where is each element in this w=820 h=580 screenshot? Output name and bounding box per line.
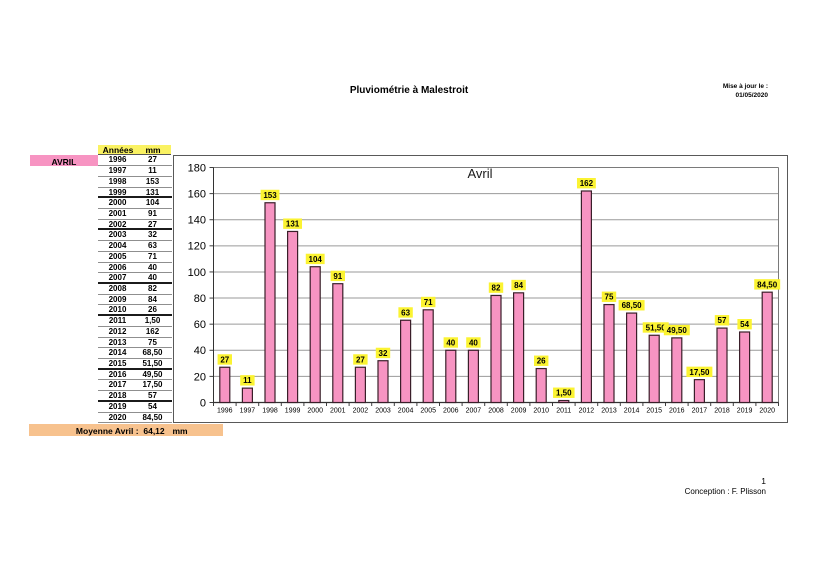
svg-text:2010: 2010 bbox=[533, 408, 549, 415]
svg-text:180: 180 bbox=[188, 162, 206, 174]
svg-text:32: 32 bbox=[379, 349, 388, 358]
svg-text:1996: 1996 bbox=[217, 408, 233, 415]
svg-text:75: 75 bbox=[605, 293, 614, 302]
svg-text:49,50: 49,50 bbox=[667, 326, 688, 335]
svg-text:11: 11 bbox=[243, 376, 252, 385]
svg-text:153: 153 bbox=[263, 191, 277, 200]
svg-text:104: 104 bbox=[309, 255, 323, 264]
svg-text:160: 160 bbox=[188, 189, 206, 201]
svg-text:2002: 2002 bbox=[353, 408, 369, 415]
svg-text:162: 162 bbox=[580, 179, 594, 188]
svg-text:0: 0 bbox=[200, 397, 206, 409]
svg-text:68,50: 68,50 bbox=[622, 301, 643, 310]
svg-text:2000: 2000 bbox=[307, 408, 323, 415]
svg-text:2018: 2018 bbox=[714, 408, 730, 415]
svg-text:40: 40 bbox=[469, 338, 478, 347]
svg-text:2006: 2006 bbox=[443, 408, 459, 415]
svg-text:1,50: 1,50 bbox=[556, 389, 572, 398]
svg-text:17,50: 17,50 bbox=[689, 368, 710, 377]
svg-text:2011: 2011 bbox=[556, 408, 571, 415]
svg-text:2017: 2017 bbox=[692, 408, 708, 415]
svg-text:91: 91 bbox=[333, 272, 342, 281]
svg-text:2009: 2009 bbox=[511, 408, 527, 415]
svg-text:2016: 2016 bbox=[669, 408, 685, 415]
svg-text:84: 84 bbox=[514, 281, 523, 290]
svg-text:120: 120 bbox=[188, 241, 206, 253]
svg-text:131: 131 bbox=[286, 220, 300, 229]
svg-text:2015: 2015 bbox=[646, 408, 662, 415]
svg-text:60: 60 bbox=[194, 319, 206, 331]
svg-text:2013: 2013 bbox=[601, 408, 617, 415]
svg-text:63: 63 bbox=[401, 308, 410, 317]
svg-text:100: 100 bbox=[188, 267, 206, 279]
svg-text:2020: 2020 bbox=[759, 408, 775, 415]
svg-text:20: 20 bbox=[194, 371, 206, 383]
svg-text:2005: 2005 bbox=[420, 408, 436, 415]
svg-text:2019: 2019 bbox=[737, 408, 753, 415]
svg-text:54: 54 bbox=[740, 320, 749, 329]
svg-text:80: 80 bbox=[194, 293, 206, 305]
svg-text:82: 82 bbox=[492, 284, 501, 293]
svg-text:2007: 2007 bbox=[466, 408, 482, 415]
svg-text:57: 57 bbox=[718, 316, 727, 325]
svg-text:2012: 2012 bbox=[579, 408, 595, 415]
svg-text:140: 140 bbox=[188, 215, 206, 227]
svg-text:2008: 2008 bbox=[488, 408, 504, 415]
svg-text:2001: 2001 bbox=[330, 408, 346, 415]
svg-text:51,50: 51,50 bbox=[646, 323, 667, 332]
svg-text:1997: 1997 bbox=[240, 408, 256, 415]
svg-text:1998: 1998 bbox=[262, 408, 278, 415]
svg-text:71: 71 bbox=[424, 298, 433, 307]
svg-text:27: 27 bbox=[220, 355, 229, 364]
svg-text:40: 40 bbox=[194, 345, 206, 357]
svg-text:27: 27 bbox=[356, 355, 365, 364]
svg-text:2014: 2014 bbox=[624, 408, 640, 415]
svg-text:40: 40 bbox=[446, 338, 455, 347]
svg-text:84,50: 84,50 bbox=[757, 280, 778, 289]
svg-text:2004: 2004 bbox=[398, 408, 414, 415]
svg-text:1999: 1999 bbox=[285, 408, 301, 415]
svg-text:2003: 2003 bbox=[375, 408, 391, 415]
svg-text:26: 26 bbox=[537, 357, 546, 366]
svg-text:Avril: Avril bbox=[467, 166, 492, 181]
